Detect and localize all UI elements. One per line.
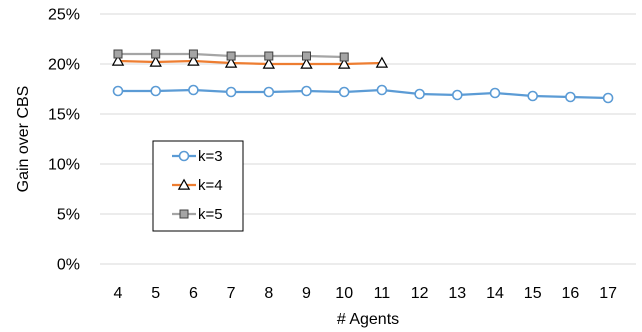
y-tick-label: 5% [57,207,80,224]
legend-item: k=5 [172,206,223,223]
data-point-circle [489,87,501,99]
x-tick-label: 6 [189,285,198,302]
series-k=4 [111,54,389,69]
x-tick-label: 13 [448,285,466,302]
data-point-square [302,51,311,61]
legend-item: k=3 [172,148,223,165]
legend-item: k=4 [172,177,223,194]
legend-label: k=5 [198,206,223,223]
series-k=5 [113,49,349,62]
data-point-square [339,52,349,62]
data-point-circle [225,86,237,98]
x-axis-ticks: 4 5 6 7 8 9 10 11 12 13 14 15 16 17 [114,285,618,302]
legend-label: k=4 [198,177,223,194]
data-point-square [264,51,274,61]
data-point-circle [301,85,312,97]
data-point-square [113,49,123,59]
data-point-triangle [111,54,125,66]
data-point-circle [451,89,463,101]
data-point-circle [527,90,539,102]
data-point-circle [178,150,190,162]
data-point-square [151,49,161,59]
x-tick-label: 16 [562,285,580,302]
data-point-square [179,209,189,219]
x-tick-label: 14 [486,285,504,302]
x-tick-label: 5 [151,285,160,302]
data-point-circle [188,84,199,96]
y-tick-label: 0% [57,257,80,274]
data-point-triangle [337,57,351,69]
x-tick-label: 12 [411,285,429,302]
data-point-triangle [300,57,313,69]
legend-box [152,140,244,232]
series-k=3 [112,84,614,104]
x-tick-label: 17 [599,285,617,302]
y-tick-label: 15% [48,107,80,124]
y-tick-label: 10% [48,157,80,174]
x-tick-label: 11 [374,285,391,302]
data-point-square [188,49,198,59]
series-line [117,59,382,66]
x-axis-label: # Agents [337,311,399,328]
x-tick-label: 4 [114,285,123,302]
data-point-circle [602,92,614,104]
y-axis-ticks: 0% 5% 10% 15% 20% 25% [48,7,80,274]
y-axis-label: Gain over CBS [15,86,32,193]
data-point-circle [263,86,275,98]
y-tick-label: 20% [48,57,80,74]
data-point-triangle [375,56,389,68]
series-lines [111,49,614,104]
x-tick-label: 10 [335,285,353,302]
data-point-circle [414,88,425,100]
data-point-triangle [224,56,238,68]
data-point-triangle [149,55,162,67]
x-tick-label: 8 [264,285,273,302]
y-tick-label: 25% [48,7,80,24]
x-tick-label: 7 [227,285,236,302]
series-line [118,88,609,100]
legend: k=3 k=4 k=5 [152,140,244,232]
data-point-circle [376,84,388,96]
x-tick-label: 15 [524,285,542,302]
data-point-triangle [177,178,191,190]
data-point-circle [150,85,161,97]
data-point-triangle [262,57,276,69]
data-point-triangle [187,54,200,66]
data-point-circle [112,85,124,97]
legend-label: k=3 [198,148,223,165]
data-point-circle [338,86,350,98]
data-point-circle [565,91,576,103]
x-tick-label: 9 [302,285,311,302]
data-point-square [226,51,236,61]
